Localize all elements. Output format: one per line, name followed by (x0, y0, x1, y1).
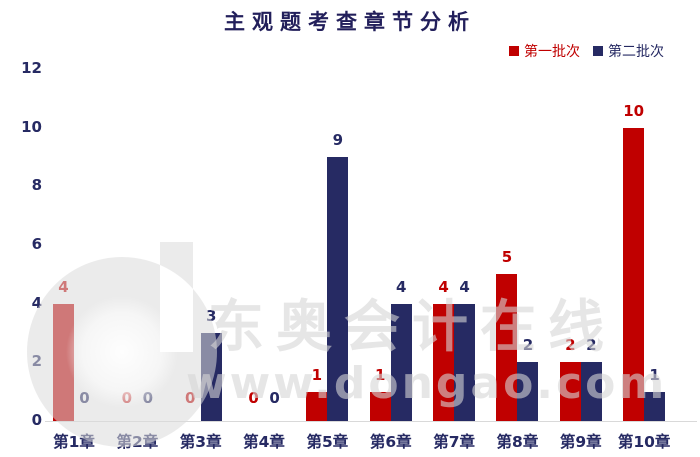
bar-第二批次-第5章 (327, 157, 349, 421)
bar-第一批次-第5章 (306, 391, 328, 421)
bar-value-label: 1 (649, 365, 660, 384)
y-axis-tick-label: 0 (31, 411, 42, 429)
bar-第一批次-第8章 (496, 274, 518, 421)
legend-label-batch2: 第二批次 (608, 44, 664, 60)
bar-第一批次-第10章 (623, 127, 645, 421)
bar-value-label: 0 (269, 389, 280, 407)
x-axis-category-label: 第7章 (433, 433, 475, 451)
y-axis-tick-label: 12 (21, 59, 42, 77)
bar-第二批次-第3章 (200, 333, 222, 421)
legend-item-batch1: 第一批次 (509, 41, 580, 61)
bar-value-label: 3 (205, 307, 217, 325)
legend: 第一批次 第二批次 (509, 41, 664, 61)
x-axis-category-label: 第5章 (306, 433, 349, 451)
legend-label-batch1: 第一批次 (524, 44, 580, 60)
legend-swatch-batch1-icon (509, 46, 519, 56)
bar-value-label: 2 (586, 336, 597, 355)
x-axis-category-label: 第6章 (369, 433, 412, 451)
bar-value-label: 2 (565, 336, 576, 355)
bar-第二批次-第7章 (454, 303, 476, 421)
bar-value-label: 0 (248, 389, 259, 407)
x-axis-category-label: 第10章 (617, 433, 671, 451)
bar-第二批次-第6章 (390, 303, 412, 421)
bar-第二批次-第10章 (644, 391, 666, 421)
x-axis-category-label: 第8章 (496, 433, 539, 451)
chart-title: 主观题考查章节分析 (224, 10, 476, 34)
bar-value-label: 1 (311, 365, 323, 384)
bar-value-label: 5 (501, 248, 513, 267)
legend-item-batch2: 第二批次 (593, 41, 664, 61)
bar-value-label: 0 (142, 389, 154, 407)
bar-第一批次-第6章 (369, 391, 391, 421)
bar-value-label: 4 (58, 277, 69, 296)
bar-value-label: 9 (332, 131, 344, 149)
bar-value-label: 4 (459, 277, 470, 296)
bar-value-label: 1 (375, 365, 386, 384)
y-axis-tick-label: 8 (31, 176, 42, 195)
x-axis-category-label: 第4章 (243, 433, 285, 451)
y-axis-tick-label: 6 (31, 235, 42, 253)
y-axis-tick-label: 2 (31, 352, 42, 371)
x-axis-category-label: 第9章 (559, 433, 602, 451)
y-axis-tick-label: 4 (31, 293, 42, 312)
bar-value-label: 10 (623, 101, 645, 120)
bar-value-label: 4 (438, 277, 449, 296)
bar-value-label: 0 (79, 389, 90, 407)
bar-第二批次-第8章 (517, 362, 539, 421)
bar-第一批次-第9章 (559, 362, 581, 421)
x-axis-line (45, 421, 697, 422)
legend-swatch-batch2-icon (593, 46, 603, 56)
bar-第一批次-第7章 (433, 303, 455, 421)
y-axis-tick-label: 10 (21, 117, 42, 136)
bar-第二批次-第9章 (580, 362, 602, 421)
bar-value-label: 4 (396, 277, 407, 296)
bar-value-label: 2 (522, 336, 534, 355)
